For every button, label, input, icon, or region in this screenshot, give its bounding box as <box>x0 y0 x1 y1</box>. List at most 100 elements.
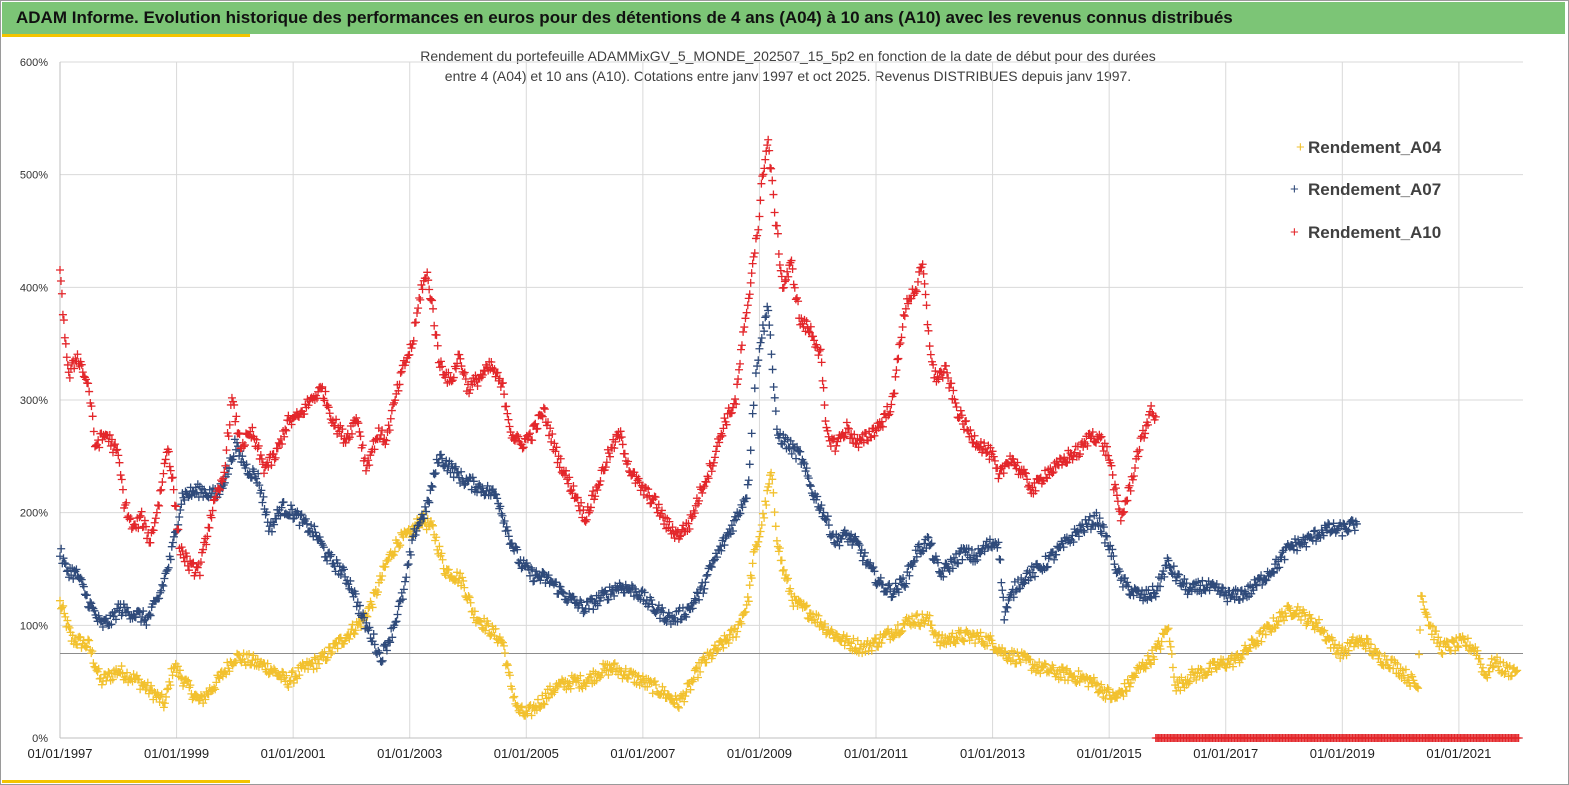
point-a07 <box>175 513 184 522</box>
point-a07 <box>688 604 697 613</box>
point-a10 <box>397 367 406 376</box>
point-a10 <box>231 417 240 426</box>
point-a10 <box>338 425 347 434</box>
point-a04 <box>458 573 467 582</box>
point-a07 <box>804 474 813 483</box>
point-a10 <box>551 447 560 456</box>
point-a10 <box>698 488 707 497</box>
point-a04 <box>186 681 195 690</box>
point-a10 <box>568 489 577 498</box>
point-a10 <box>990 456 999 465</box>
point-a10 <box>1144 420 1153 429</box>
point-a07 <box>927 539 936 548</box>
series-a07 <box>56 302 1361 666</box>
point-a10 <box>772 221 781 230</box>
point-a07 <box>1238 594 1247 603</box>
point-a07 <box>94 611 103 620</box>
point-a04 <box>540 700 549 709</box>
point-a07 <box>513 545 522 554</box>
point-a10 <box>415 293 424 302</box>
point-a04 <box>1485 667 1494 676</box>
point-a07 <box>1059 543 1068 552</box>
point-a04 <box>713 646 722 655</box>
point-a10 <box>569 481 578 490</box>
point-a07 <box>817 501 826 510</box>
point-a10 <box>780 277 789 286</box>
point-a10 <box>734 375 743 384</box>
point-a10 <box>763 141 772 150</box>
point-a07 <box>713 553 722 562</box>
point-a04 <box>587 672 596 681</box>
point-a10 <box>896 338 905 347</box>
point-a07 <box>792 454 801 463</box>
point-a07 <box>1218 583 1227 592</box>
point-a10 <box>799 322 808 331</box>
point-a10 <box>451 364 460 373</box>
point-a10 <box>922 301 931 310</box>
point-a10 <box>88 412 97 421</box>
point-a04 <box>1408 672 1417 681</box>
point-a10 <box>1135 445 1144 454</box>
point-a07 <box>346 576 355 585</box>
point-a10 <box>503 409 512 418</box>
point-a07 <box>227 456 236 465</box>
point-a04 <box>1229 662 1238 671</box>
point-a10 <box>435 363 444 372</box>
point-a04 <box>821 619 830 628</box>
point-a07 <box>422 507 431 516</box>
point-a07 <box>914 540 923 549</box>
point-a10 <box>196 558 205 567</box>
accent-bar-bottom <box>2 780 250 783</box>
point-a07 <box>98 623 107 632</box>
point-a07 <box>973 555 982 564</box>
point-a07 <box>720 541 729 550</box>
point-a04 <box>1348 633 1357 642</box>
point-a07 <box>610 591 619 600</box>
point-a10 <box>225 420 234 429</box>
point-a07 <box>242 460 251 469</box>
point-a04 <box>682 687 691 696</box>
point-a10 <box>616 427 625 436</box>
point-a07 <box>1309 527 1318 536</box>
point-a07 <box>1338 531 1347 540</box>
point-a07 <box>1108 545 1117 554</box>
point-a07 <box>905 571 914 580</box>
point-a10 <box>968 438 977 447</box>
point-a04 <box>1084 682 1093 691</box>
point-a07 <box>457 467 466 476</box>
point-a07 <box>771 407 780 416</box>
point-a10 <box>775 260 784 269</box>
point-a04 <box>867 646 876 655</box>
point-a10 <box>364 456 373 465</box>
point-a04 <box>765 479 774 488</box>
point-a07 <box>837 534 846 543</box>
point-a10 <box>814 351 823 360</box>
point-a10 <box>540 405 549 414</box>
legend-label-a04: Rendement_A04 <box>1308 138 1442 157</box>
point-a10 <box>61 339 70 348</box>
point-a04 <box>1319 627 1328 636</box>
point-a04 <box>1328 636 1337 645</box>
point-a04 <box>270 666 279 675</box>
point-a04 <box>282 671 291 680</box>
point-a10 <box>552 443 561 452</box>
point-a10 <box>84 379 93 388</box>
point-a07 <box>1099 523 1108 532</box>
point-a07 <box>732 515 741 524</box>
point-a07 <box>447 459 456 468</box>
point-a10 <box>756 196 765 205</box>
point-a07 <box>277 503 286 512</box>
point-a10 <box>749 252 758 261</box>
point-a10 <box>201 534 210 543</box>
point-a04 <box>351 626 360 635</box>
point-a10 <box>281 425 290 434</box>
point-a10 <box>817 358 826 367</box>
point-a10 <box>387 406 396 415</box>
point-a04 <box>81 643 90 652</box>
point-a10 <box>495 374 504 383</box>
point-a10 <box>945 383 954 392</box>
point-a10 <box>1021 469 1030 478</box>
point-a10 <box>70 364 79 373</box>
point-a04 <box>574 676 583 685</box>
point-a07 <box>80 590 89 599</box>
